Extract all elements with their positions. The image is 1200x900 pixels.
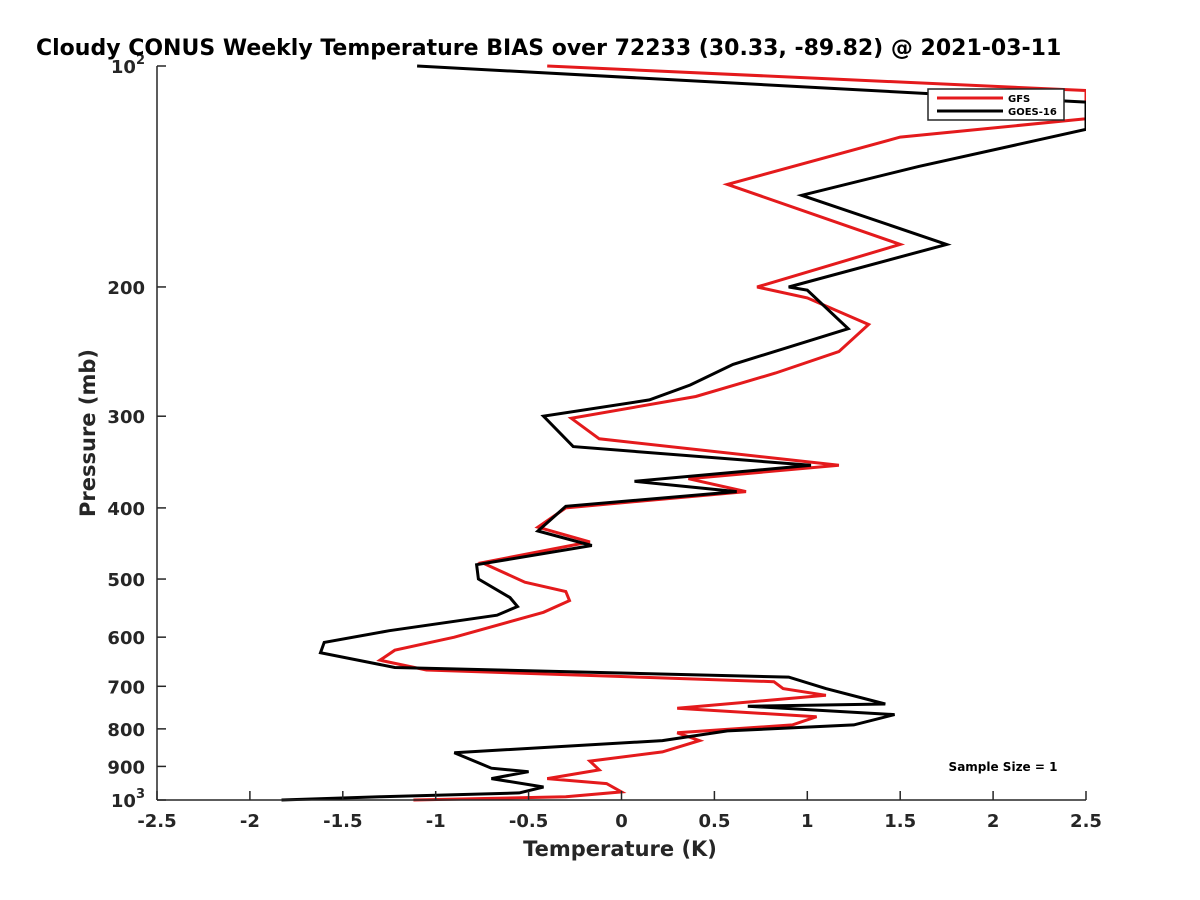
x-tick-label: 1.5 [884,811,916,832]
x-tick-label: 0 [615,811,628,832]
legend-box [927,88,1065,121]
series-layer [281,64,1086,802]
y-tick-label: 103 [111,787,145,812]
x-tick-label: -1.5 [323,811,362,832]
x-axis-label: Temperature (K) [523,837,717,861]
y-tick-label: 102 [111,53,145,78]
x-tick-label: 0.5 [698,811,730,832]
x-tick-label: -1 [426,811,446,832]
y-tick-label: 300 [107,407,145,428]
y-tick-label: 600 [107,628,145,649]
series-line-goes-16 [281,64,1086,802]
x-tick-label: -2 [240,811,260,832]
x-tick-label: 2 [987,811,1000,832]
x-tick-label: 1 [801,811,814,832]
series-line-gfs [376,64,1086,802]
y-tick-label: 500 [107,570,145,591]
y-tick-label: 400 [107,499,145,520]
x-tick-label: -2.5 [137,811,176,832]
legend-label-gfs: GFS [1008,94,1030,105]
y-axis-label: Pressure (mb) [76,349,100,517]
y-tick-label: 900 [107,757,145,778]
y-tick-label: 800 [107,720,145,741]
chart-title: Cloudy CONUS Weekly Temperature BIAS ove… [36,36,1061,61]
y-tick-label: 700 [107,677,145,698]
x-tick-label: -0.5 [509,811,548,832]
sample-size-annotation: Sample Size = 1 [949,760,1058,774]
axes-layer: -2.5 -2 -1.5 -1 -0.5 0 0.5 1 1.5 2 2.5 102 200 300 400… [107,53,1102,832]
legend-label-goes-16: GOES-16 [1008,107,1057,118]
y-tick-label: 200 [107,278,145,299]
x-tick-label: 2.5 [1070,811,1102,832]
legend: GFS GOES-16 [927,88,1065,121]
